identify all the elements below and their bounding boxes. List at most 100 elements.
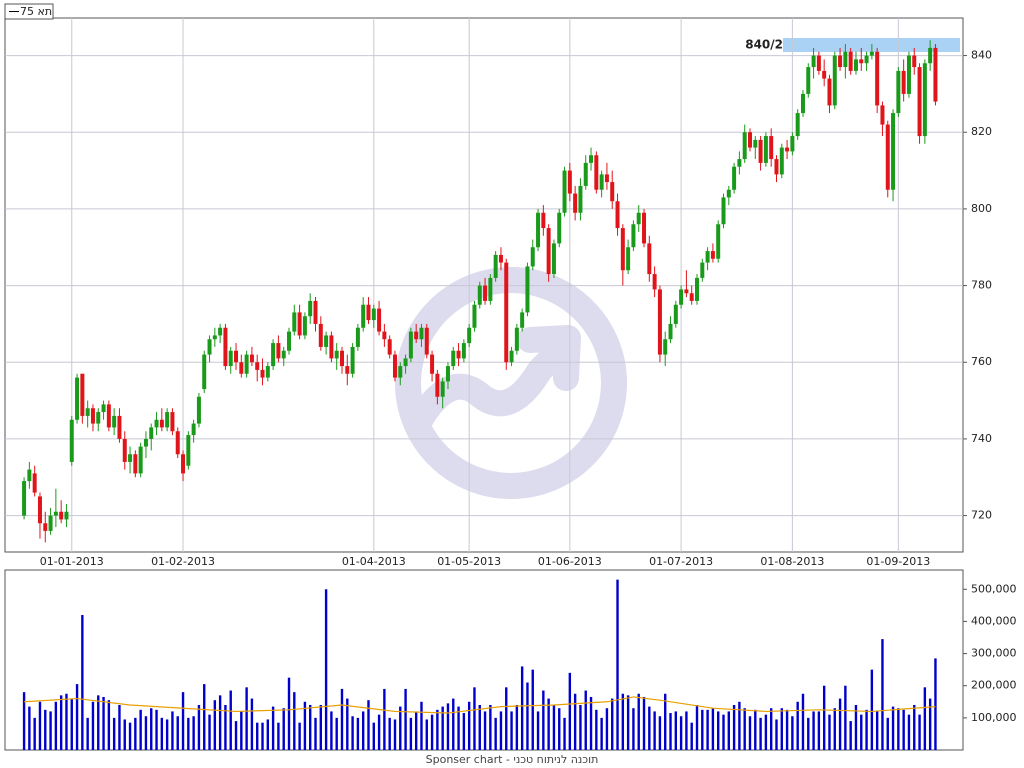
volume-bar [240, 711, 243, 750]
candle-body [525, 266, 530, 313]
candle-body [901, 70, 906, 94]
candle-body [832, 55, 837, 106]
candle-body [366, 304, 371, 321]
volume-bar [309, 705, 312, 750]
x-tick-label: 01-08-2013 [760, 555, 824, 568]
candle-body [599, 174, 604, 190]
candle-body [811, 55, 816, 68]
candle-body [853, 59, 858, 71]
volume-bar [399, 706, 402, 750]
volume-bar [669, 713, 672, 750]
volume-bar [547, 698, 550, 750]
volume-bar [250, 698, 254, 750]
candle-body [875, 51, 880, 106]
volume-bar [886, 717, 889, 750]
annotation: 840/2 [745, 38, 783, 52]
volume-bar [203, 684, 206, 750]
candle-body [838, 55, 843, 68]
candle-body [906, 55, 911, 94]
candle-body [260, 369, 265, 378]
candle-body [371, 308, 376, 321]
candle-body [742, 132, 747, 160]
candle-body [509, 350, 514, 363]
candle-body [43, 523, 48, 531]
volume-bar [176, 716, 179, 750]
candle-body [37, 496, 42, 524]
candle-body [207, 339, 212, 355]
candle-body [80, 373, 85, 416]
candle-body [705, 251, 710, 263]
candle-body [769, 136, 774, 160]
candle-body [917, 67, 922, 137]
candle-body [541, 212, 546, 229]
candle-body [668, 323, 673, 340]
candle-body [647, 243, 652, 275]
volume-bar [923, 687, 927, 750]
volume-bar [134, 717, 137, 750]
volume-bar [409, 717, 413, 750]
volume-bar [913, 705, 916, 750]
volume-bar [123, 719, 126, 750]
volume-bar [897, 708, 900, 750]
candle-body [785, 147, 790, 152]
volume-bar [208, 714, 211, 750]
volume-bar [844, 685, 847, 750]
volume-bar [865, 709, 868, 750]
y-tick-label: 820 [971, 125, 992, 138]
volume-bar [97, 695, 100, 750]
candle-body [456, 350, 461, 359]
volume-bar [367, 700, 370, 750]
candle-body [578, 185, 583, 213]
volume-bar [854, 705, 858, 750]
volume-bar [256, 722, 259, 750]
volume-bar [22, 692, 26, 750]
y-tick-label: 100,000 [971, 711, 1017, 724]
volume-bar [552, 705, 556, 750]
candle-body [69, 419, 74, 462]
candle-body [827, 78, 832, 106]
candle-body [318, 323, 323, 347]
volume-bar [764, 714, 768, 750]
volume-bar [335, 717, 338, 750]
volume-bar [769, 708, 773, 750]
volume-bar [483, 711, 487, 750]
volume-bar [685, 711, 688, 750]
volume-bar [558, 708, 561, 750]
y-tick-label: 740 [971, 432, 992, 445]
candle-body [64, 511, 69, 520]
x-tick-label: 01-02-2013 [151, 555, 215, 568]
candle-body [244, 354, 249, 374]
volume-bar [679, 716, 683, 750]
candle-body [747, 132, 752, 148]
volume-bar [881, 639, 884, 750]
y-tick-label: 760 [971, 355, 992, 368]
volume-bar [436, 709, 439, 750]
candle-body [615, 201, 620, 229]
candle-body [424, 327, 429, 355]
candle-body [604, 174, 609, 183]
volume-bar [65, 693, 68, 750]
volume-bar [38, 701, 42, 750]
candle-body [843, 51, 848, 68]
volume-bar [457, 706, 460, 750]
candle-body [716, 224, 721, 259]
volume-bar [192, 716, 195, 750]
candle-body [96, 412, 101, 424]
candle-body [636, 212, 641, 225]
candle-body [313, 300, 318, 324]
candle-body [864, 55, 869, 64]
candle-body [196, 396, 201, 424]
candle-body [477, 285, 482, 305]
candle-body [440, 381, 445, 397]
volume-bar [81, 615, 84, 750]
x-tick-label: 01-04-2013 [342, 555, 406, 568]
y-tick-label: 200,000 [971, 679, 1017, 692]
candle-body [159, 419, 164, 428]
y-tick-label: 840 [971, 49, 992, 62]
volume-bar [531, 669, 534, 750]
volume-bar [187, 717, 190, 750]
candle-body [530, 247, 535, 267]
x-tick-label: 01-07-2013 [649, 555, 713, 568]
volume-bar [473, 687, 476, 750]
volume-bar [902, 709, 905, 750]
